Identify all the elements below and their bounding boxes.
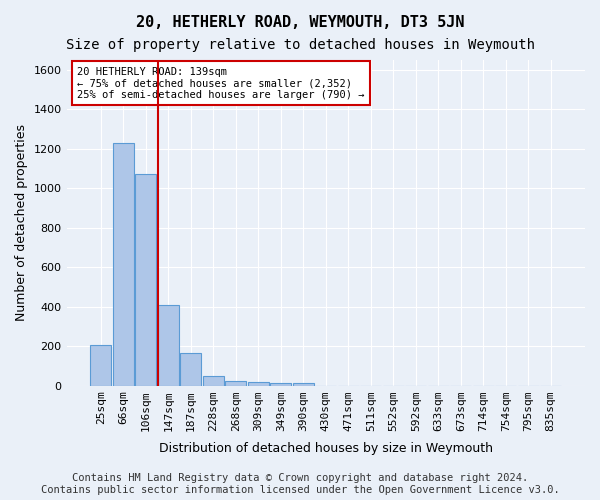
Y-axis label: Number of detached properties: Number of detached properties bbox=[15, 124, 28, 322]
Bar bbox=[158, 304, 179, 386]
Bar bbox=[293, 382, 314, 386]
Text: Size of property relative to detached houses in Weymouth: Size of property relative to detached ho… bbox=[65, 38, 535, 52]
Bar bbox=[203, 376, 224, 386]
Bar bbox=[135, 174, 157, 386]
Bar bbox=[113, 143, 134, 386]
Bar bbox=[90, 345, 112, 386]
Bar bbox=[248, 382, 269, 386]
Text: 20, HETHERLY ROAD, WEYMOUTH, DT3 5JN: 20, HETHERLY ROAD, WEYMOUTH, DT3 5JN bbox=[136, 15, 464, 30]
Bar bbox=[270, 382, 292, 386]
Bar bbox=[225, 380, 247, 386]
Bar bbox=[180, 353, 202, 386]
X-axis label: Distribution of detached houses by size in Weymouth: Distribution of detached houses by size … bbox=[159, 442, 493, 455]
Text: 20 HETHERLY ROAD: 139sqm
← 75% of detached houses are smaller (2,352)
25% of sem: 20 HETHERLY ROAD: 139sqm ← 75% of detach… bbox=[77, 66, 364, 100]
Text: Contains HM Land Registry data © Crown copyright and database right 2024.
Contai: Contains HM Land Registry data © Crown c… bbox=[41, 474, 559, 495]
